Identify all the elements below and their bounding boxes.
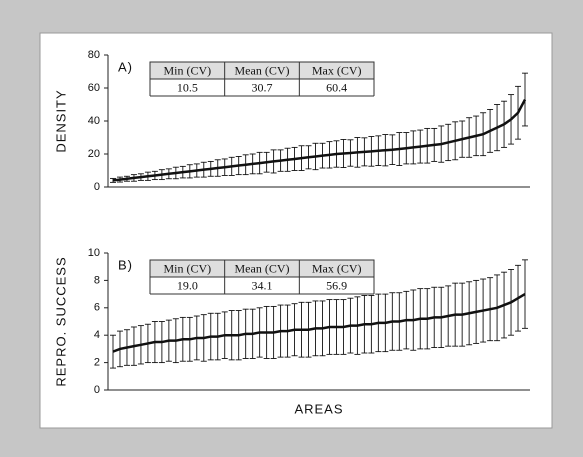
stats-value: 60.4 — [326, 80, 347, 94]
mean-line — [112, 293, 526, 353]
stats-header: Max (CV) — [312, 261, 362, 275]
stats-header: Mean (CV) — [235, 261, 290, 275]
y-tick-label: 0 — [94, 384, 100, 396]
stats-value: 19.0 — [177, 278, 198, 292]
x-axis-label: AREAS — [294, 401, 343, 416]
y-tick-label: 10 — [88, 247, 100, 259]
figure-panel — [39, 32, 553, 429]
y-tick-label: 0 — [94, 181, 100, 193]
mean-line — [112, 98, 527, 182]
stats-value: 34.1 — [252, 278, 273, 292]
y-axis-label: REPRO. SUCCESS — [53, 256, 68, 386]
y-tick-label: 8 — [94, 274, 100, 286]
stats-header: Min (CV) — [163, 63, 211, 77]
stats-value: 56.9 — [326, 278, 347, 292]
y-tick-label: 40 — [88, 115, 100, 127]
y-tick-label: 4 — [94, 329, 100, 341]
y-tick-label: 20 — [88, 148, 100, 160]
panel-label: B) — [118, 257, 133, 272]
y-axis-label: DENSITY — [53, 89, 68, 152]
stats-header: Mean (CV) — [235, 63, 290, 77]
panel-label: A) — [118, 59, 133, 74]
stats-value: 30.7 — [252, 80, 273, 94]
stats-header: Min (CV) — [163, 261, 211, 275]
y-tick-label: 6 — [94, 302, 100, 314]
y-tick-label: 2 — [94, 357, 100, 369]
stats-value: 10.5 — [177, 80, 198, 94]
y-tick-label: 60 — [88, 82, 100, 94]
stats-header: Max (CV) — [312, 63, 362, 77]
y-tick-label: 80 — [88, 49, 100, 61]
